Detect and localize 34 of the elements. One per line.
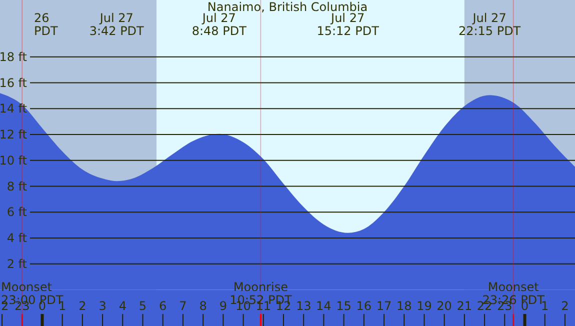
x-tick-label: 7 [179,299,187,313]
annotation: Jul 27 3:42 PDT [89,11,145,38]
x-tick-label: 4 [118,299,126,313]
x-tick-label: 5 [138,299,147,313]
y-tick-label: 16 ft [0,76,28,90]
annotation: Jul 27 15:12 PDT [316,11,380,38]
x-tick-label: 18 [396,299,412,313]
y-tick-label: 8 ft [6,179,28,194]
x-tick-label: 13 [296,299,312,313]
chart-title: Nanaimo, British Columbia [207,0,368,14]
y-tick-label: 10 ft [0,153,28,168]
y-tick-label: 6 ft [6,205,28,220]
y-tick-label: 14 ft [0,102,28,116]
x-tick-label: 19 [416,299,432,313]
x-tick-label: 2 [78,299,86,313]
x-tick-label: 21 [456,299,472,313]
y-tick-label: 12 ft [0,128,28,142]
annotation: Jul 27 22:15 PDT [458,11,522,38]
x-tick-label: 6 [159,299,167,313]
x-tick-label: 17 [376,299,392,313]
y-tick-label: 4 ft [6,231,28,246]
x-tick-label: 16 [356,299,372,313]
annotation: 26 PDT [34,11,58,38]
annotation: Jul 27 8:48 PDT [192,11,248,38]
x-tick-label: 2 [561,299,569,313]
x-tick-label: 9 [219,299,227,313]
y-tick-label: 18 ft [0,50,28,64]
x-tick-label: 15 [336,299,352,313]
x-tick-label: 8 [199,299,207,313]
x-tick-label: 14 [316,299,332,313]
x-tick-label: 1 [541,299,549,313]
x-tick-label: 3 [98,299,106,313]
y-tick-label: 2 ft [6,256,28,271]
x-tick-label: 20 [436,299,452,313]
